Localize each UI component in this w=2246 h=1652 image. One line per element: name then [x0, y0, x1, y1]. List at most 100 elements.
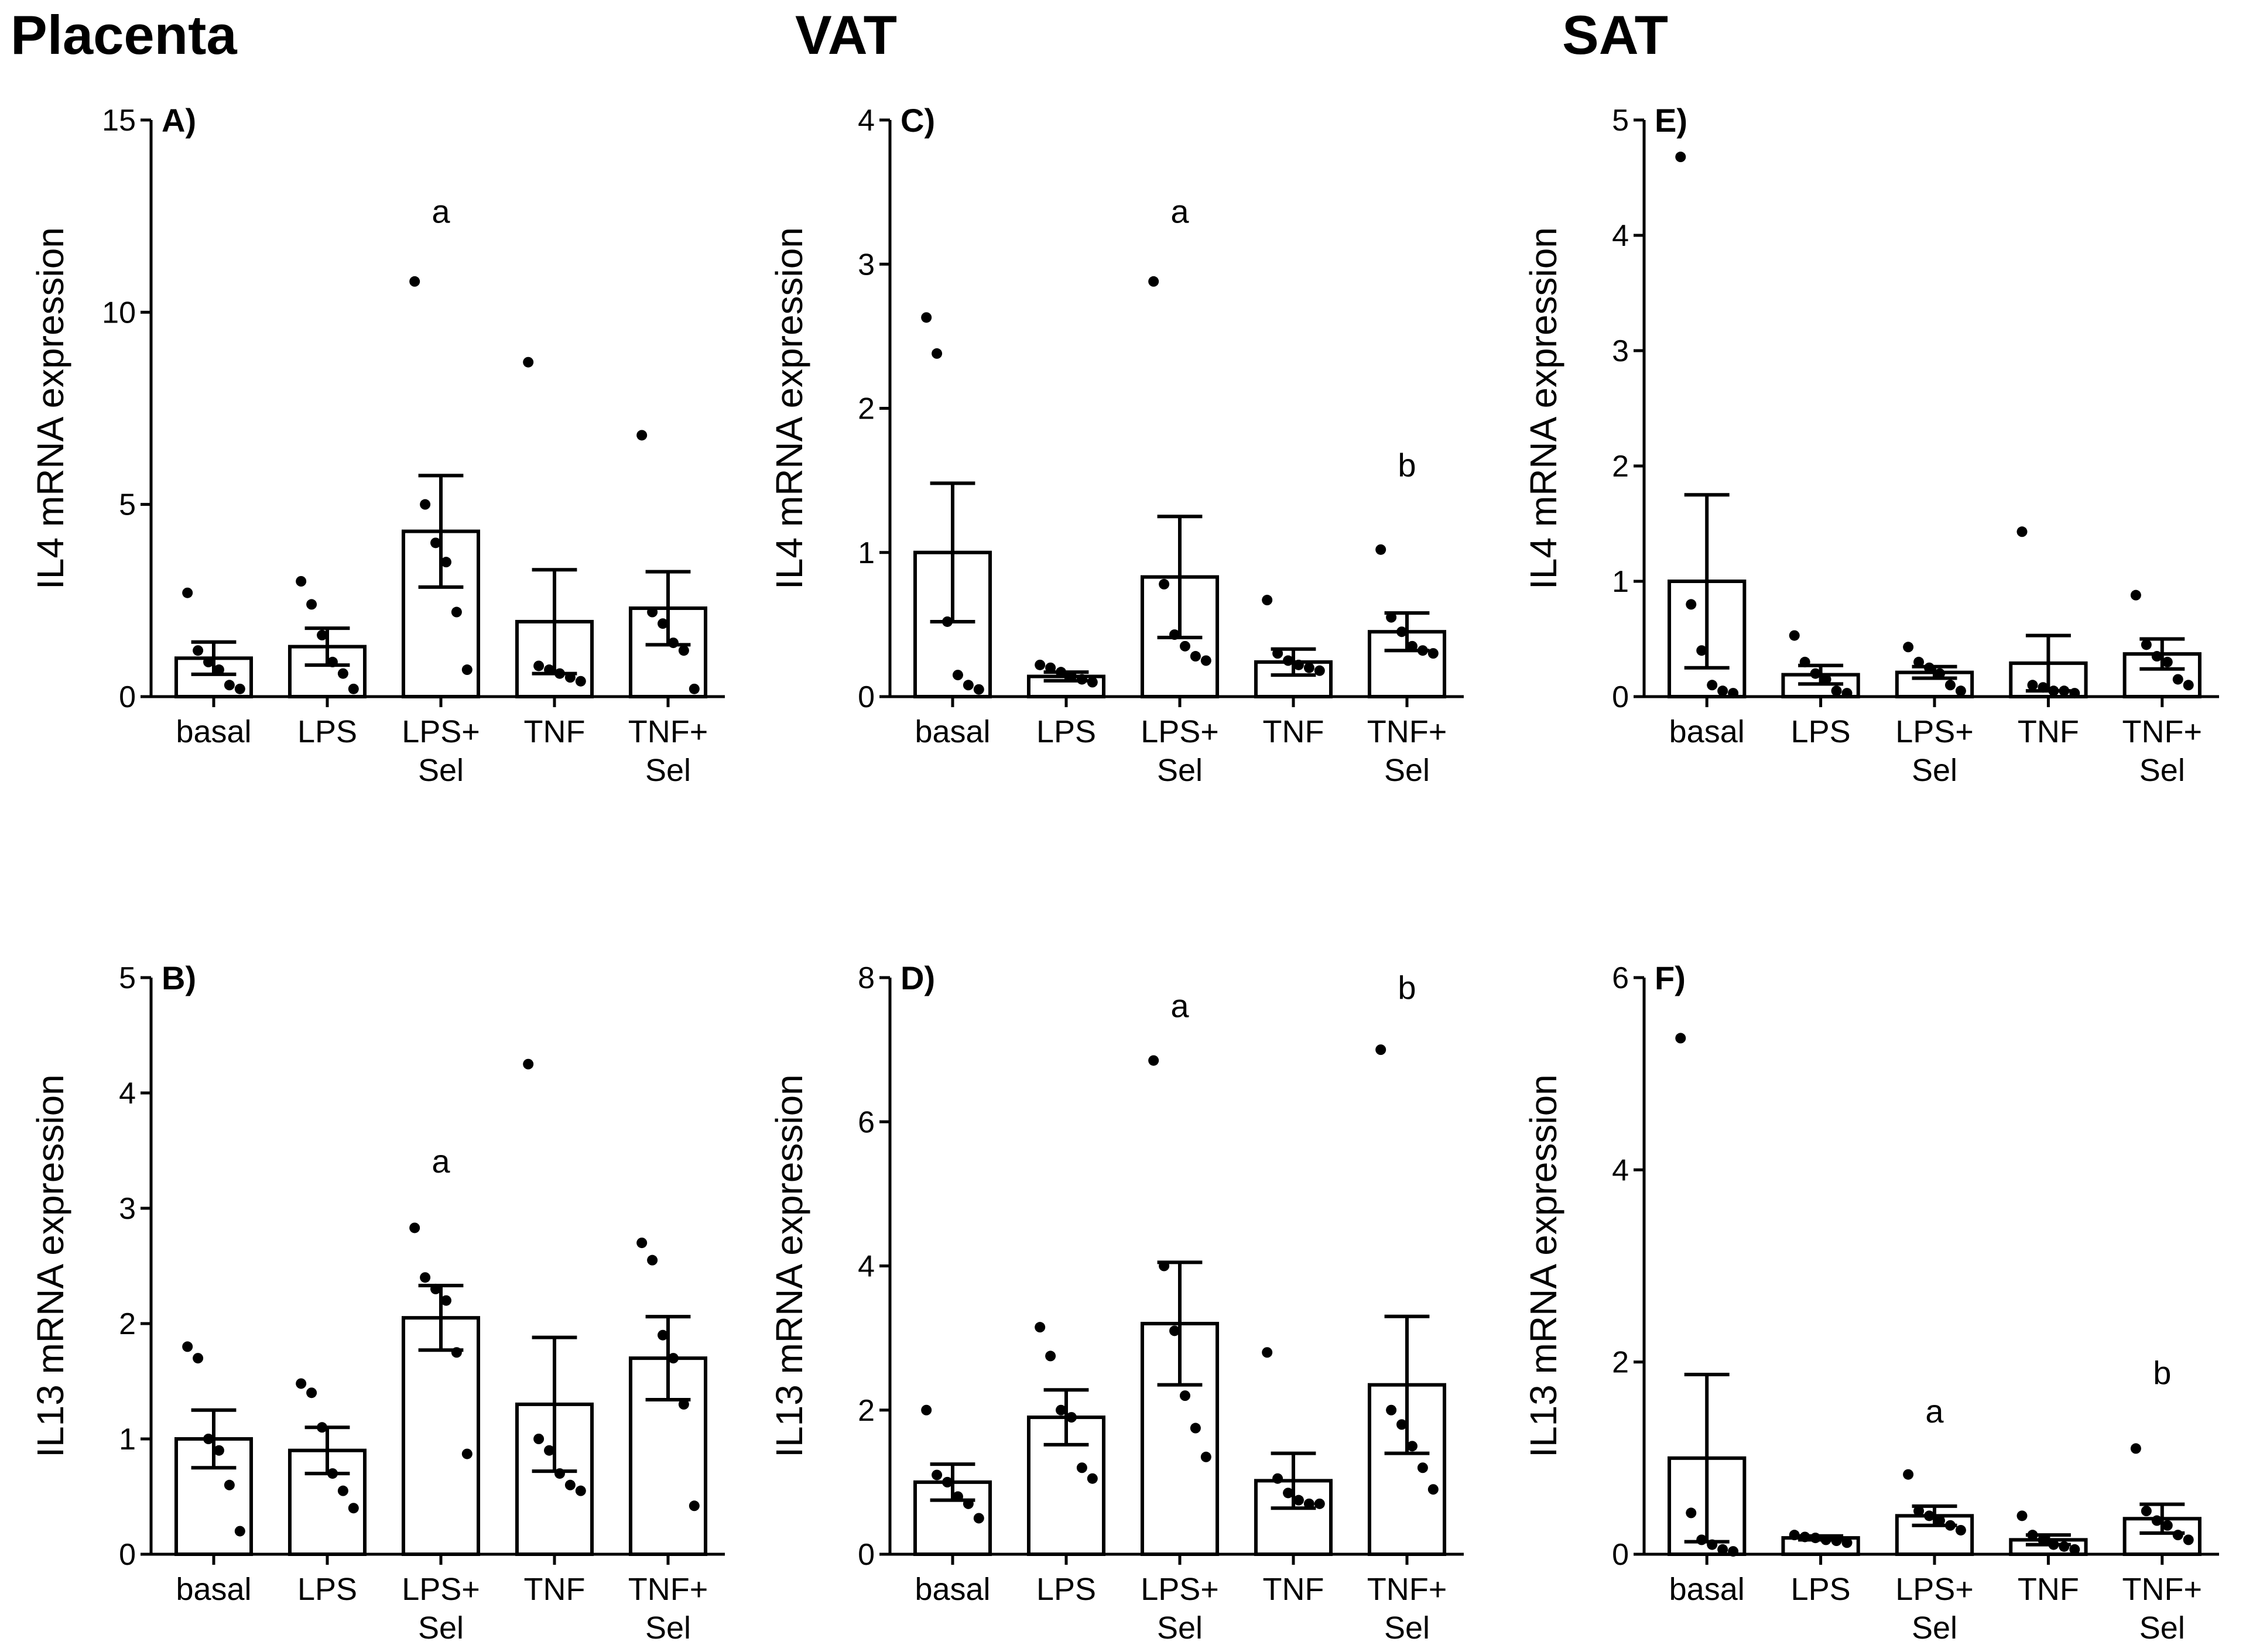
data-point: [337, 668, 348, 679]
data-point: [554, 668, 565, 679]
y-tick-label: 3: [858, 248, 875, 282]
data-point: [932, 348, 943, 359]
data-point: [1035, 659, 1046, 670]
data-point: [1087, 1473, 1098, 1484]
x-tick-label: TNF+: [2122, 1572, 2203, 1607]
data-point: [1159, 578, 1170, 589]
x-tick-label: Sel: [2139, 753, 2185, 788]
data-point: [203, 1434, 214, 1444]
data-point: [461, 664, 473, 676]
data-point: [1386, 1404, 1397, 1415]
data-point: [1303, 662, 1314, 673]
y-tick-label: 2: [119, 1307, 136, 1341]
y-axis-label: IL13 mRNA expression: [768, 1074, 810, 1458]
panel-label: D): [901, 959, 935, 996]
data-point: [1717, 1544, 1728, 1555]
x-tick-label: Sel: [418, 1610, 464, 1646]
y-tick-label: 0: [1612, 680, 1629, 714]
data-point: [1820, 1534, 1831, 1545]
data-point: [1799, 1531, 1810, 1543]
data-point: [409, 276, 420, 287]
panel-label: C): [901, 102, 935, 139]
data-point: [636, 430, 648, 441]
data-point: [1293, 1495, 1304, 1506]
data-point: [182, 587, 193, 598]
data-point: [1386, 612, 1397, 623]
y-tick-label: 1: [858, 536, 875, 570]
y-tick-label: 0: [858, 1538, 875, 1572]
y-axis-label: IL4 mRNA expression: [1522, 227, 1564, 589]
data-point: [1179, 640, 1190, 652]
data-point: [2183, 1534, 2194, 1545]
y-axis-label: IL13 mRNA expression: [29, 1074, 71, 1458]
data-point: [213, 1445, 224, 1456]
x-tick-label: LPS+: [1141, 714, 1219, 749]
data-point: [575, 676, 586, 687]
bar: [1367, 630, 1447, 698]
data-point: [1903, 1469, 1914, 1480]
data-point: [306, 1387, 317, 1399]
x-tick-label: LPS+: [1895, 1572, 1974, 1607]
data-point: [1934, 668, 1945, 679]
data-point: [952, 1491, 963, 1502]
x-tick-label: basal: [176, 714, 251, 749]
data-point: [963, 680, 974, 691]
data-point: [942, 1476, 953, 1488]
data-point: [1427, 648, 1439, 659]
x-tick-label: LPS+: [402, 1572, 480, 1607]
y-tick-label: 5: [119, 961, 136, 995]
panel-c: 0 1 2 3 4 IL4 mRNA expression C) basal LPS LPS+ Se…: [768, 102, 1464, 788]
y-tick-label: 2: [1612, 1346, 1629, 1380]
x-tick-label: LPS: [1036, 1572, 1096, 1607]
significance-label: a: [432, 193, 450, 230]
x-tick-label: TNF+: [1367, 1572, 1447, 1607]
data-point: [420, 499, 431, 510]
data-point: [1076, 674, 1087, 685]
x-tick-label: basal: [1669, 714, 1745, 749]
data-point: [667, 638, 679, 649]
data-point: [1293, 659, 1304, 670]
data-point: [296, 576, 307, 587]
data-point: [1045, 1351, 1056, 1362]
data-point: [1148, 1055, 1159, 1066]
data-point: [1272, 1473, 1283, 1484]
x-tick-label: basal: [915, 1572, 990, 1607]
data-point: [1841, 688, 1853, 699]
data-point: [1924, 1510, 1935, 1521]
data-point: [636, 1238, 648, 1249]
x-tick-label: LPS: [297, 714, 357, 749]
data-point: [348, 683, 359, 694]
data-point: [1406, 1441, 1418, 1452]
x-tick-label: Sel: [1912, 753, 1957, 788]
x-tick-label: TNF+: [628, 714, 708, 749]
x-tick-label: Sel: [418, 753, 464, 788]
section-title-placenta: Placenta: [11, 4, 237, 66]
data-point: [1148, 276, 1159, 287]
significance-label: b: [2153, 1354, 2171, 1391]
data-point: [1406, 640, 1418, 652]
data-point: [973, 684, 984, 695]
y-tick-label: 4: [1612, 219, 1629, 253]
x-tick-label: LPS: [297, 1572, 357, 1607]
data-point: [193, 645, 204, 656]
y-axis-label: IL4 mRNA expression: [29, 227, 71, 589]
data-point: [1417, 645, 1428, 656]
y-tick-label: 15: [102, 104, 136, 138]
x-tick-label: TNF: [524, 1572, 586, 1607]
data-point: [234, 683, 245, 694]
data-point: [942, 616, 953, 627]
y-tick-label: 10: [102, 296, 136, 330]
y-tick-label: 0: [119, 680, 136, 714]
data-point: [575, 1485, 586, 1496]
y-tick-label: 4: [119, 1077, 136, 1111]
x-tick-label: TNF: [1263, 714, 1324, 749]
x-tick-label: LPS+: [1895, 714, 1974, 749]
data-point: [1831, 1536, 1842, 1547]
data-point: [2172, 674, 2183, 685]
data-point: [1728, 688, 1739, 699]
data-point: [658, 1329, 669, 1341]
data-point: [523, 357, 534, 368]
data-point: [1314, 1498, 1325, 1509]
